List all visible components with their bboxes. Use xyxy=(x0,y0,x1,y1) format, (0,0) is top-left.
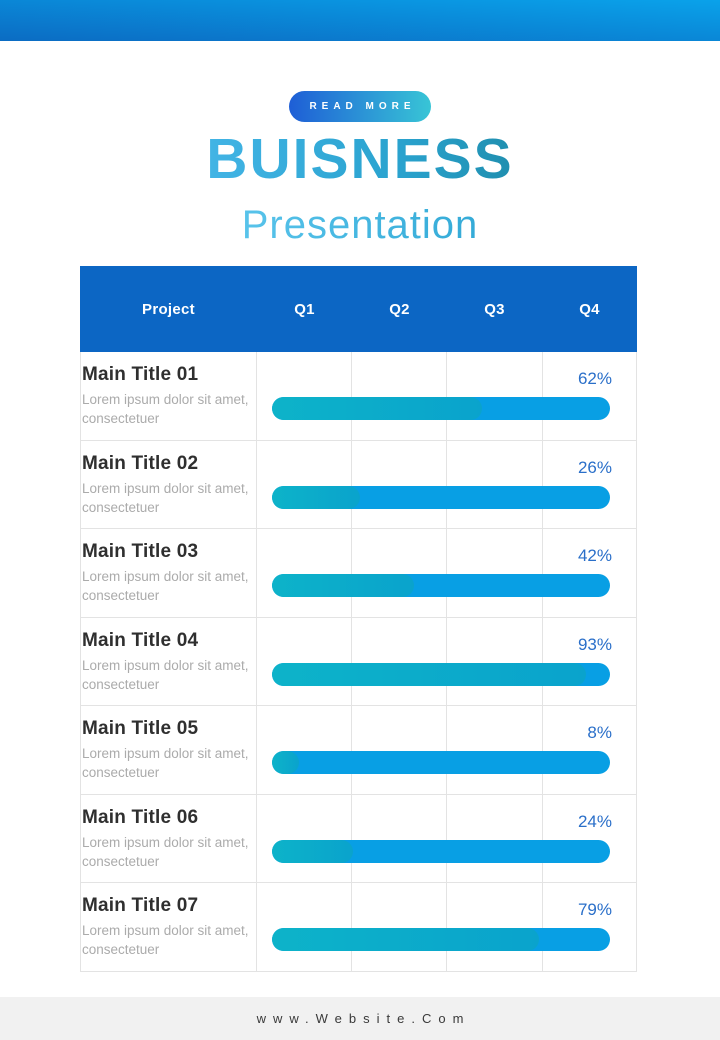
table-row: Main Title 04 Lorem ipsum dolor sit amet… xyxy=(81,617,636,706)
grid-line xyxy=(446,352,447,440)
row-description: Lorem ipsum dolor sit amet, consectetuer xyxy=(82,392,249,426)
table-row: Main Title 01 Lorem ipsum dolor sit amet… xyxy=(81,352,636,441)
progress-bar-track xyxy=(272,928,610,951)
progress-bar-fill xyxy=(272,485,360,509)
progress-bar-fill xyxy=(272,397,482,420)
grid-line xyxy=(542,352,543,440)
row-description: Lorem ipsum dolor sit amet, consectetuer xyxy=(82,480,249,515)
grid-line xyxy=(256,883,257,971)
progress-bar-track xyxy=(272,485,610,509)
progress-bar-track xyxy=(272,751,610,774)
grid-line xyxy=(446,440,447,528)
grid-line xyxy=(256,440,257,528)
column-header-project: Project xyxy=(142,300,195,318)
table-row: Main Title 07 Lorem ipsum dolor sit amet… xyxy=(81,883,636,972)
row-description: Lorem ipsum dolor sit amet, consectetuer xyxy=(82,834,249,869)
row-description: Lorem ipsum dolor sit amet, consectetuer xyxy=(82,569,249,603)
progress-bar-fill xyxy=(272,574,414,597)
row-title: Main Title 06 xyxy=(82,806,199,828)
grid-line xyxy=(351,440,352,528)
page-subtitle: Presentation xyxy=(0,203,720,248)
row-description: Lorem ipsum dolor sit amet, consectetuer xyxy=(82,657,249,692)
column-header-q3: Q3 xyxy=(484,300,505,318)
table-row: Main Title 06 Lorem ipsum dolor sit amet… xyxy=(81,794,636,883)
grid-line xyxy=(351,706,352,794)
progress-bar-track xyxy=(272,574,610,597)
grid-line xyxy=(351,529,352,617)
row-title: Main Title 05 xyxy=(82,718,199,739)
top-accent-bar xyxy=(0,0,720,41)
grid-line xyxy=(256,706,257,794)
column-header-q2: Q2 xyxy=(389,300,410,318)
grid-line xyxy=(256,529,257,617)
table-header: Project Q1 Q2 Q3 Q4 xyxy=(80,266,637,352)
row-percent-value: 93% xyxy=(577,634,612,654)
grid-line xyxy=(446,617,447,705)
progress-bar-track xyxy=(272,397,610,420)
progress-bar-fill xyxy=(272,839,354,863)
table-row: Main Title 05 Lorem ipsum dolor sit amet… xyxy=(81,706,636,795)
table-row: Main Title 02 Lorem ipsum dolor sit amet… xyxy=(81,440,636,529)
row-title: Main Title 07 xyxy=(82,895,199,916)
grid-line xyxy=(542,529,543,617)
row-description: Lorem ipsum dolor sit amet, consectetuer xyxy=(82,746,249,780)
grid-line xyxy=(542,440,543,528)
grid-line xyxy=(256,352,257,440)
grid-line xyxy=(542,617,543,705)
grid-line xyxy=(542,794,543,882)
progress-bar-track xyxy=(272,662,610,686)
grid-line xyxy=(542,706,543,794)
row-percent-value: 62% xyxy=(577,369,612,388)
table-rows: Main Title 01 Lorem ipsum dolor sit amet… xyxy=(80,352,637,972)
project-table: Project Q1 Q2 Q3 Q4 Main Title 01 Lorem … xyxy=(80,266,637,972)
column-header-q4: Q4 xyxy=(579,300,600,318)
grid-line xyxy=(446,529,447,617)
grid-line xyxy=(446,706,447,794)
grid-line xyxy=(542,883,543,971)
grid-line xyxy=(446,883,447,971)
progress-bar-fill xyxy=(272,751,300,774)
row-percent-value: 8% xyxy=(587,723,612,742)
progress-bar-fill xyxy=(272,662,587,686)
grid-line xyxy=(446,794,447,882)
row-percent-value: 79% xyxy=(577,900,612,919)
row-title: Main Title 03 xyxy=(82,541,199,562)
page-title: BUISNESS xyxy=(0,128,720,191)
table-row: Main Title 03 Lorem ipsum dolor sit amet… xyxy=(81,529,636,618)
grid-line xyxy=(256,617,257,705)
read-more-button[interactable]: READ MORE xyxy=(289,91,431,122)
website-url: www.Website.Com xyxy=(256,1011,471,1026)
grid-line xyxy=(351,883,352,971)
row-percent-value: 26% xyxy=(577,457,612,477)
row-title: Main Title 01 xyxy=(82,364,199,385)
progress-bar-track xyxy=(272,839,610,863)
row-percent-value: 24% xyxy=(577,811,612,831)
row-title: Main Title 02 xyxy=(82,452,199,474)
footer-bar: www.Website.Com xyxy=(0,997,720,1040)
grid-line xyxy=(351,794,352,882)
row-description: Lorem ipsum dolor sit amet, consectetuer xyxy=(82,923,249,957)
row-title: Main Title 04 xyxy=(82,629,199,651)
grid-line xyxy=(351,617,352,705)
progress-bar-fill xyxy=(272,928,540,951)
row-percent-value: 42% xyxy=(577,546,612,565)
grid-line xyxy=(256,794,257,882)
column-header-q1: Q1 xyxy=(294,300,315,318)
grid-line xyxy=(351,352,352,440)
